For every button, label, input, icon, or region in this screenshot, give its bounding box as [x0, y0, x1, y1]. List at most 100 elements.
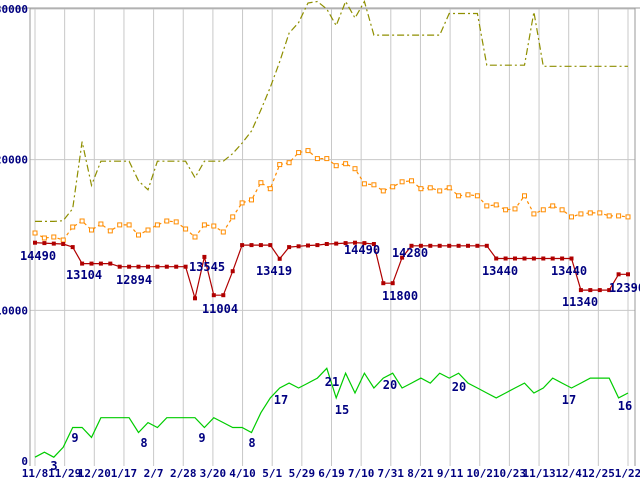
middle-dashed-line-marker: [230, 214, 236, 220]
y-axis-tick-label: 30000: [0, 3, 28, 16]
point-value-label: 9: [198, 431, 205, 445]
main-solid-line-marker: [400, 255, 405, 260]
x-axis-tick-label: 11/13: [522, 467, 555, 480]
middle-dashed-line-marker: [249, 197, 254, 203]
middle-dashed-line-marker: [531, 211, 537, 217]
middle-dashed-line-marker: [371, 182, 377, 188]
main-solid-line-marker: [127, 264, 132, 269]
main-solid-line-marker: [522, 256, 527, 261]
main-solid-line-marker: [98, 261, 103, 266]
point-value-label: 11800: [382, 289, 418, 303]
x-axis-tick-label: 9/11: [437, 467, 464, 480]
middle-dashed-line-marker: [305, 148, 311, 154]
upper-dashdot-line: [35, 0, 628, 222]
middle-dashed-line-marker: [239, 200, 245, 206]
main-solid-line-marker: [70, 245, 75, 250]
main-solid-line-marker: [513, 256, 517, 261]
middle-dashed-line-marker: [126, 222, 132, 228]
x-axis-tick-label: 3/20: [200, 467, 227, 480]
middle-dashed-line-marker: [79, 218, 85, 224]
middle-dashed-line-marker: [540, 207, 546, 213]
main-solid-line-marker: [390, 281, 395, 286]
middle-dashed-line-marker: [267, 186, 273, 192]
x-axis-tick-label: 11/8: [22, 467, 49, 480]
point-value-label: 8: [248, 436, 255, 450]
middle-dashed-line-marker: [201, 222, 207, 228]
x-axis-tick-label: 5/1: [262, 467, 282, 480]
middle-dashed-line-marker: [427, 185, 433, 191]
main-solid-line-marker: [343, 241, 348, 246]
x-axis-tick-label: 2/7: [144, 467, 164, 480]
main-solid-line-marker: [155, 264, 160, 269]
middle-dashed-line-marker: [474, 193, 480, 199]
main-solid-line-marker: [80, 261, 85, 266]
point-value-label: 14490: [344, 243, 380, 257]
middle-dashed-line-marker: [70, 224, 76, 230]
main-solid-line-marker: [550, 256, 555, 261]
main-solid-line-marker: [117, 264, 122, 269]
middle-dashed-line-marker: [107, 228, 113, 234]
x-axis-tick-label: 7/31: [378, 467, 405, 480]
point-value-label: 3: [50, 459, 57, 473]
main-solid-line-marker: [33, 240, 37, 245]
middle-dashed-line-marker: [183, 226, 189, 232]
main-solid-line-marker: [597, 288, 602, 293]
main-solid-line-marker: [193, 296, 197, 301]
point-value-label: 8: [140, 436, 147, 450]
main-solid-line-marker: [174, 264, 179, 269]
middle-dashed-line-marker: [559, 207, 565, 213]
x-axis-tick-label: 10/23: [493, 467, 526, 480]
point-value-label: 12894: [116, 273, 152, 287]
middle-dashed-line-marker: [465, 192, 471, 198]
point-value-label: 13419: [256, 264, 292, 278]
middle-dashed-line-marker: [314, 156, 320, 162]
main-solid-line-marker: [371, 242, 376, 246]
main-solid-line-marker: [240, 243, 245, 248]
middle-dashed-line-marker: [446, 185, 452, 191]
main-solid-line-marker: [61, 242, 66, 246]
middle-dashed-line-marker: [399, 179, 405, 185]
main-solid-line-marker: [531, 256, 536, 261]
middle-dashed-line-marker: [418, 186, 424, 192]
main-solid-line-marker: [306, 243, 310, 248]
middle-dashed-line-marker: [625, 214, 631, 220]
middle-dashed-line-marker: [361, 181, 367, 187]
middle-dashed-line-marker: [136, 232, 141, 238]
main-solid-line-marker: [409, 243, 414, 248]
main-solid-line-marker: [51, 241, 56, 246]
point-value-label: 20: [383, 378, 397, 392]
x-axis-tick-label: 10/2: [467, 467, 494, 480]
main-solid-line-marker: [202, 254, 207, 259]
middle-dashed-line-marker: [192, 234, 198, 240]
point-value-label: 14490: [20, 249, 56, 263]
main-solid-line-marker: [578, 288, 583, 293]
middle-dashed-line-marker: [390, 184, 396, 190]
middle-dashed-line-marker: [578, 211, 584, 217]
point-value-label: 17: [274, 393, 288, 407]
main-solid-line-marker: [334, 241, 339, 246]
main-solid-line-marker: [268, 243, 273, 248]
x-axis-tick-label: 5/29: [289, 467, 316, 480]
main-solid-line-marker: [249, 243, 254, 248]
main-solid-line-marker: [466, 243, 470, 248]
middle-dashed-line-marker: [616, 213, 622, 219]
middle-dashed-line-marker: [333, 163, 339, 169]
main-solid-line-marker: [607, 288, 612, 293]
point-value-label: 15: [335, 403, 349, 417]
middle-dashed-line-marker: [154, 222, 160, 228]
middle-dashed-line: [34, 149, 629, 241]
x-axis-tick-label: 1/17: [111, 467, 138, 480]
main-solid-line-marker: [211, 293, 216, 298]
middle-dashed-line-marker: [522, 193, 527, 199]
main-solid-line-marker: [221, 293, 226, 298]
middle-dashed-line-marker: [98, 221, 104, 227]
point-value-label: 17: [562, 393, 576, 407]
middle-dashed-line-marker: [484, 203, 490, 209]
middle-dashed-line-marker: [456, 193, 462, 199]
middle-dashed-line-marker: [512, 206, 518, 212]
main-solid-line-marker: [136, 264, 141, 269]
main-solid-line-marker: [353, 240, 357, 245]
main-solid-line-marker: [381, 281, 386, 286]
main-solid-line-marker: [494, 256, 499, 261]
main-solid-line-marker: [89, 261, 94, 266]
